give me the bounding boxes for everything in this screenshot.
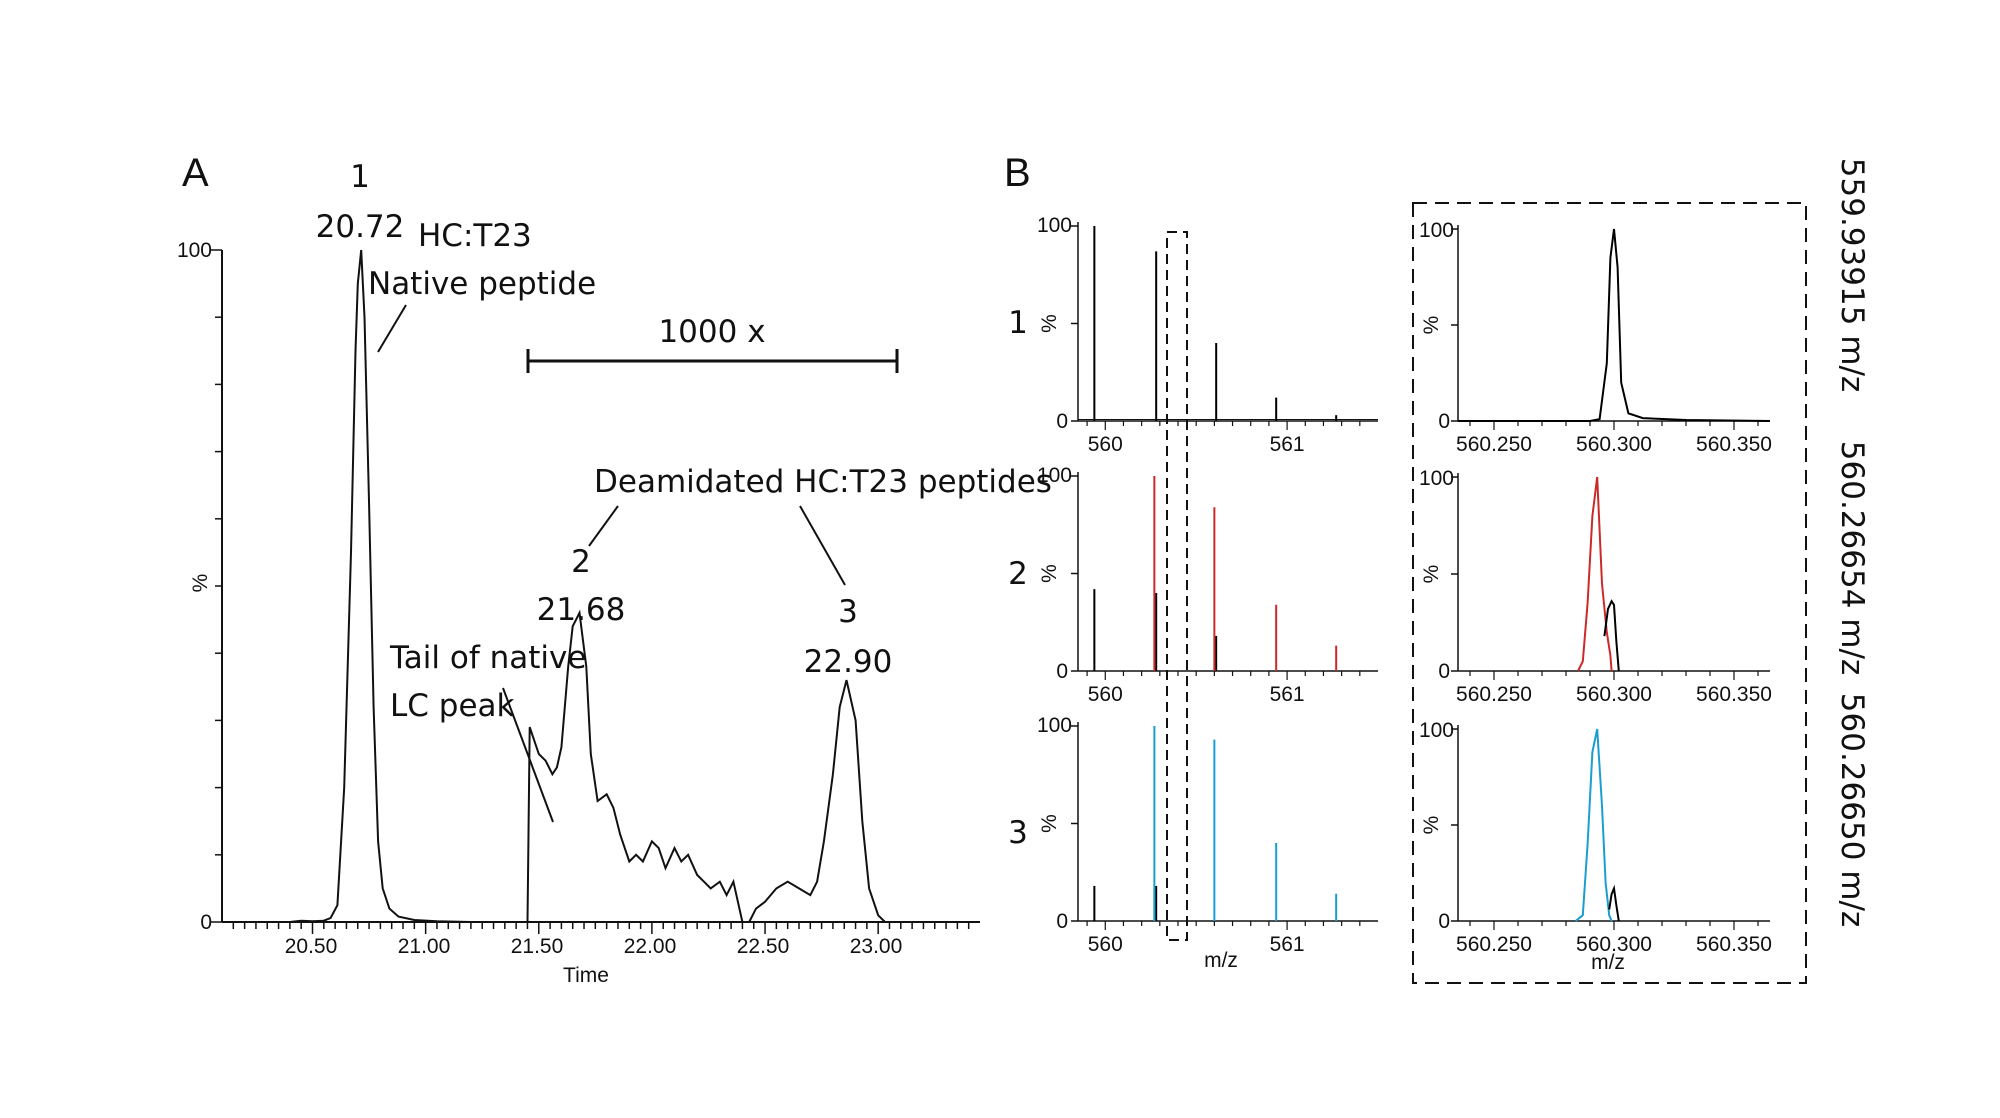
spectrum-y-axis-label: %: [1038, 314, 1061, 333]
zoom-x-tick-label: 560.300: [1576, 433, 1652, 456]
native-peptide-pointer: [377, 304, 407, 353]
peak-1-time: 20.72: [316, 209, 405, 245]
annotation-hc-t23: HC:T23: [418, 218, 532, 254]
zoomed-spectra: 100 0% 560.250 560.300 560.350 100 0% 560.250 56…: [1419, 219, 1772, 956]
zoom-x-tick-label: 560.350: [1696, 933, 1772, 956]
zoom-y-tick-label: 0: [1438, 660, 1450, 683]
annotation-lc-peak: LC peak: [390, 688, 515, 724]
spectrum-row-label-3: 3: [1008, 815, 1028, 851]
chromatogram-x-axis-label: Time: [563, 964, 609, 987]
x-tick-label: 21.50: [511, 935, 564, 958]
zoom-row-mz-label-3: 560.26650 m/z: [1834, 693, 1870, 927]
spectrum-y-tick-label: 0: [1056, 410, 1068, 433]
spectrum-y-tick-label: 100: [1037, 214, 1072, 237]
spectrum-x-tick-label: 560: [1088, 933, 1123, 956]
zoom-peak-trace: [1577, 476, 1613, 672]
chromatogram-trace-1: [222, 249, 527, 923]
zoom-y-tick-label: 0: [1438, 410, 1450, 433]
zoom-peak-trace: [1458, 228, 1771, 422]
spectrum-row-label-1: 1: [1008, 305, 1028, 341]
spectrum-y-tick-label: 100: [1037, 714, 1072, 737]
annotation-magnification: 1000 x: [658, 314, 765, 350]
spectrum-x-tick-label: 560: [1088, 683, 1123, 706]
panel-label-b: B: [1004, 151, 1031, 195]
full-spectra: 100 0% 560 561 100 0% 560 561 100 0% 560 561: [1037, 214, 1378, 956]
zoom-y-tick-label: 100: [1419, 219, 1454, 242]
zoom-row-mz-label-1: 559.93915 m/z: [1834, 158, 1870, 392]
zoom-y-tick-label: 100: [1419, 719, 1454, 742]
selected-isotope-highlight: [1166, 231, 1188, 941]
zoom-peak-trace: [1608, 884, 1620, 922]
spectrum-y-tick-label: 100: [1037, 464, 1072, 487]
spectrum-x-tick-label: 560: [1088, 433, 1123, 456]
chromatogram-trace-2: [526, 609, 901, 923]
x-tick-label: 22.50: [737, 935, 790, 958]
peak-2-number: 2: [571, 544, 591, 580]
annotation-native-peptide: Native peptide: [368, 266, 596, 302]
chromatogram-y-axis-label: %: [189, 574, 212, 593]
zoom-y-tick-label: 100: [1419, 467, 1454, 490]
zoom-y-axis-label: %: [1420, 316, 1443, 335]
zoom-peak-trace: [1603, 599, 1620, 672]
annotation-tail-native: Tail of native: [389, 640, 586, 676]
spectrum-x-tick-label: 561: [1270, 933, 1305, 956]
zoom-region-frame: [1412, 202, 1807, 984]
deamidated-pointer-2: [588, 505, 619, 547]
zoom-row-mz-label-2: 560.26654 m/z: [1834, 441, 1870, 675]
x-tick-label: 23.00: [850, 935, 903, 958]
zoom-x-tick-label: 560.350: [1696, 433, 1772, 456]
zoom-x-tick-label: 560.300: [1576, 683, 1652, 706]
peak-3-time: 22.90: [804, 644, 893, 680]
spectrum-x-tick-label: 561: [1270, 683, 1305, 706]
annotation-deamidated: Deamidated HC:T23 peptides: [594, 464, 1052, 500]
tail-pointer: [502, 687, 554, 823]
zoom-x-tick-label: 560.300: [1576, 933, 1652, 956]
spectrum-y-tick-label: 0: [1056, 660, 1068, 683]
chromatogram-ticks: [210, 249, 970, 934]
zoom-y-axis-label: %: [1420, 565, 1443, 584]
spectrum-row-label-2: 2: [1008, 556, 1028, 592]
panel-label-a: A: [182, 151, 209, 195]
x-tick-label: 20.50: [285, 935, 338, 958]
zoom-x-tick-label: 560.350: [1696, 683, 1772, 706]
x-tick-label: 21.00: [398, 935, 451, 958]
zoom-x-tick-label: 560.250: [1456, 933, 1532, 956]
y-tick-label-0: 0: [200, 911, 212, 934]
spectrum-y-tick-label: 0: [1056, 910, 1068, 933]
zoom-y-tick-label: 0: [1438, 910, 1450, 933]
zoom-y-axis-label: %: [1420, 816, 1443, 835]
peak-1-number: 1: [350, 159, 370, 195]
spectrum-y-axis-label: %: [1038, 564, 1061, 583]
zoom-x-axis-label: m/z: [1591, 951, 1625, 974]
chromatogram-plot: 100 0 % 20.50 21.00 21.50 22.00 22.50 23…: [177, 159, 1052, 987]
zoom-x-tick-label: 560.250: [1456, 683, 1532, 706]
x-tick-label: 22.00: [624, 935, 677, 958]
zoom-peak-trace: [1574, 728, 1613, 922]
zoom-x-tick-label: 560.250: [1456, 433, 1532, 456]
spectrum-y-axis-label: %: [1038, 814, 1061, 833]
deamidated-pointer-3: [799, 505, 846, 586]
peak-2-time: 21.68: [537, 592, 626, 628]
chromatogram-traces: [222, 249, 901, 923]
spectrum-x-tick-label: 561: [1270, 433, 1305, 456]
y-tick-label-100: 100: [177, 239, 212, 262]
spectra-x-axis-label: m/z: [1204, 949, 1238, 972]
peak-3-number: 3: [838, 594, 858, 630]
